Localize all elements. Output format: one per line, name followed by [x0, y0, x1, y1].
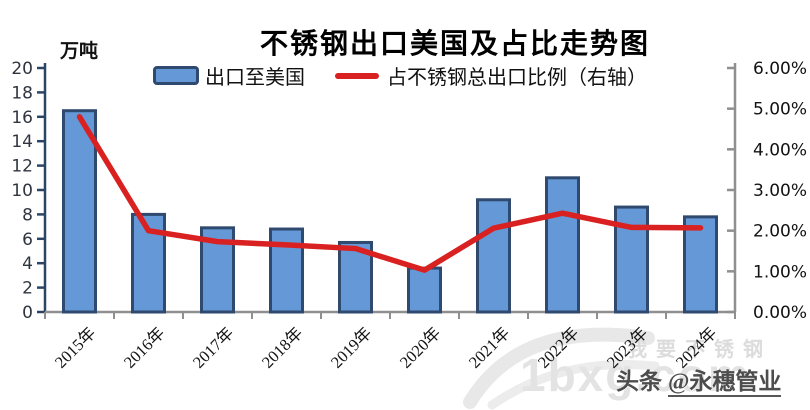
left-axis-tick-label: 0	[22, 303, 33, 323]
legend-item-bars: 出口至美国	[153, 61, 305, 90]
left-axis-unit-label: 万吨	[60, 41, 99, 62]
watermark-site-text: 1bxg.com	[520, 349, 751, 401]
bar-2020年	[407, 266, 442, 314]
left-axis-tick-label: 18	[11, 83, 33, 103]
x-tick-label-2022年: 2022年	[534, 323, 582, 371]
left-axis-tick-label: 14	[11, 132, 33, 152]
x-tick-label-2020年: 2020年	[396, 323, 444, 371]
right-axis-tick-label: 3.00%	[753, 181, 807, 201]
credit-prefix: 头条	[616, 369, 662, 394]
x-tick-label-2021年: 2021年	[465, 323, 513, 371]
line-series-swatch-icon	[335, 72, 379, 79]
left-axis-tick-label: 10	[11, 181, 33, 201]
line-series-label: 占不锈钢总出口比例（右轴）	[387, 67, 647, 89]
watermark-credit: 头条 @永穗管业	[616, 362, 782, 397]
bar-2018年	[269, 227, 304, 314]
legend: 出口至美国 占不锈钢总出口比例（右轴）	[153, 61, 647, 90]
x-tick-label-2018年: 2018年	[258, 323, 306, 371]
ratio-line	[76, 114, 704, 273]
right-axis-tick-label: 1.00%	[753, 262, 807, 282]
left-axis: 0 2 4 6 8 10 12 14 16 18 20	[11, 59, 47, 323]
left-axis-tick-label: 2	[22, 279, 33, 299]
right-axis-tick-label: 0.00%	[753, 303, 807, 323]
bar-series	[62, 109, 718, 314]
x-tick-label-2017年: 2017年	[189, 323, 237, 371]
bar-series-swatch-icon	[153, 66, 199, 85]
bar-2022年	[545, 176, 580, 314]
left-axis-tick-label: 16	[11, 108, 33, 128]
bar-series-label: 出口至美国	[205, 67, 305, 89]
bar-2021年	[476, 198, 511, 314]
right-axis-tick-label: 2.00%	[753, 222, 807, 242]
left-axis-tick-label: 6	[22, 230, 33, 250]
left-axis-tick-label: 4	[22, 254, 33, 274]
right-axis: 0.00% 1.00% 2.00% 3.00% 4.00% 5.00% 6.00%	[727, 59, 807, 323]
bar-2024年	[683, 215, 718, 314]
right-axis-tick-label: 6.00%	[753, 59, 807, 79]
right-axis-tick-label: 5.00%	[753, 100, 807, 120]
credit-handle: @永穗管业	[668, 369, 782, 397]
x-tick-label-2019年: 2019年	[327, 323, 375, 371]
watermark-brand-text: 我要不锈钢	[627, 339, 772, 361]
bar-2015年	[62, 109, 97, 314]
right-axis-tick-label: 4.00%	[753, 140, 807, 160]
legend-item-line: 占不锈钢总出口比例（右轴）	[335, 61, 647, 90]
chart-title: 不锈钢出口美国及占比走势图	[259, 29, 650, 60]
left-axis-tick-label: 20	[11, 59, 33, 79]
x-tick-label-2016年: 2016年	[120, 323, 168, 371]
left-axis-tick-label: 12	[11, 157, 33, 177]
x-tick-label-2015年: 2015年	[51, 323, 99, 371]
left-axis-tick-label: 8	[22, 205, 33, 225]
